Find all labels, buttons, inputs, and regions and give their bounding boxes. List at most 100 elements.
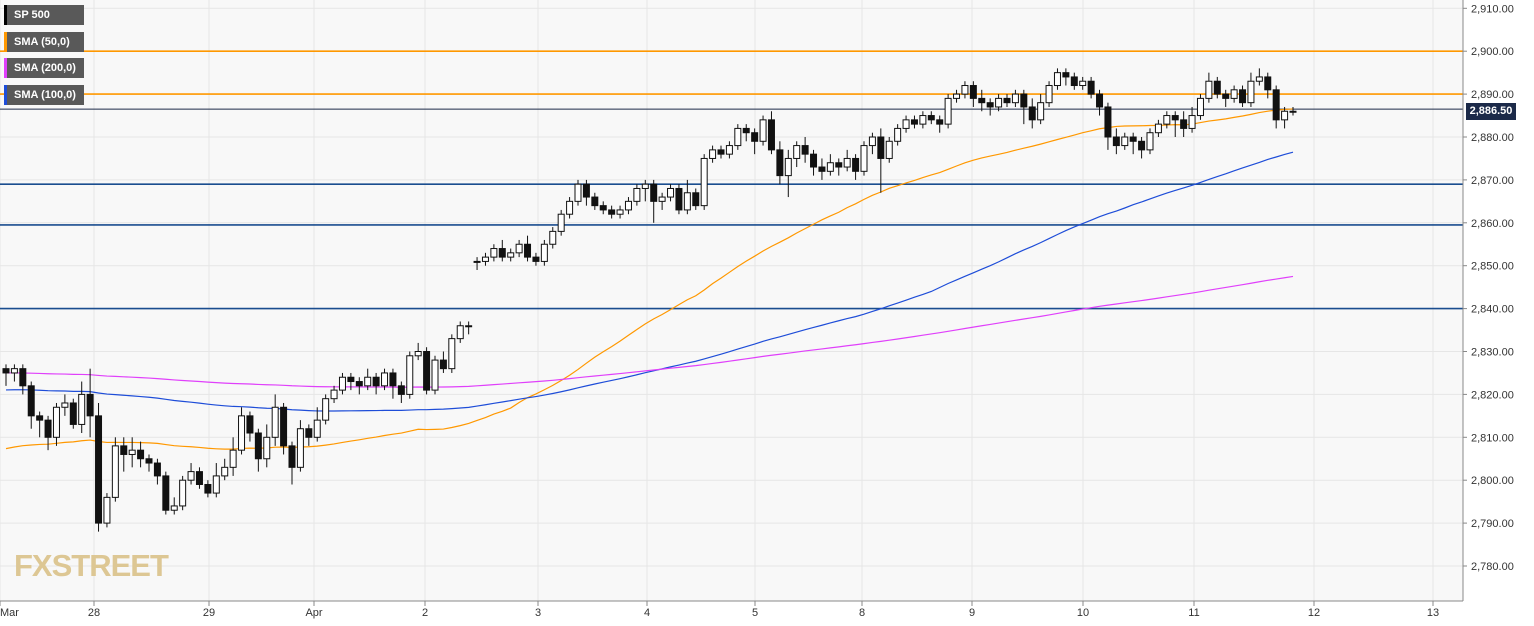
candle-body bbox=[784, 157, 792, 177]
y-tick-label: 2,840.00 bbox=[1471, 304, 1514, 316]
candle-body bbox=[1281, 110, 1289, 121]
sma-100-line bbox=[5, 151, 1294, 412]
legend-label: SMA (100,0) bbox=[14, 88, 76, 101]
sma-50-line bbox=[5, 108, 1294, 450]
x-tick-label: 2 bbox=[422, 607, 428, 619]
candle-body bbox=[751, 132, 759, 142]
candle-body bbox=[498, 248, 506, 258]
candle-body bbox=[296, 428, 304, 468]
candle-body bbox=[69, 402, 77, 425]
candle-body bbox=[423, 351, 431, 391]
candle-body bbox=[658, 196, 666, 202]
candle-body bbox=[1138, 140, 1146, 151]
x-tick-label: 8 bbox=[859, 607, 865, 619]
candle-body bbox=[431, 359, 439, 391]
candle-body bbox=[717, 149, 725, 155]
candle-body bbox=[953, 93, 961, 99]
candle-body bbox=[456, 325, 464, 340]
candle-body bbox=[221, 466, 229, 477]
candle-body bbox=[2, 368, 10, 374]
candle-body bbox=[204, 483, 212, 494]
fxstreet-logo: FXSTREET bbox=[14, 548, 169, 584]
candle-body bbox=[1129, 136, 1137, 142]
x-tick-label: 3 bbox=[535, 607, 541, 619]
candle-body bbox=[927, 115, 935, 121]
candle-body bbox=[381, 372, 389, 387]
candle-body bbox=[860, 145, 868, 172]
candle-body bbox=[338, 376, 346, 391]
candle-body bbox=[826, 162, 834, 172]
candle-body bbox=[591, 196, 599, 207]
candle-body bbox=[238, 415, 246, 451]
y-tick-label: 2,850.00 bbox=[1471, 261, 1514, 273]
sma-200-line bbox=[5, 275, 1294, 388]
candle-body bbox=[355, 381, 363, 387]
candle-body bbox=[364, 376, 372, 387]
candle-body bbox=[835, 162, 843, 168]
candle-body bbox=[229, 449, 237, 468]
candle-body bbox=[1188, 115, 1196, 129]
y-tick-label: 2,880.00 bbox=[1471, 132, 1514, 144]
candle-body bbox=[170, 505, 178, 511]
y-tick-label: 2,870.00 bbox=[1471, 175, 1514, 187]
candle-body bbox=[195, 471, 203, 485]
candle-body bbox=[330, 389, 338, 400]
candle-body bbox=[1062, 72, 1070, 78]
y-tick-label: 2,860.00 bbox=[1471, 218, 1514, 230]
y-tick-label: 2,780.00 bbox=[1471, 561, 1514, 573]
candle-body bbox=[95, 415, 103, 524]
candle-body bbox=[608, 209, 616, 215]
legend-label: SMA (200,0) bbox=[14, 62, 76, 74]
candle-body bbox=[818, 166, 826, 172]
candle-body bbox=[616, 209, 624, 215]
candle-body bbox=[902, 119, 910, 129]
candle-body bbox=[801, 145, 809, 155]
candle-body bbox=[725, 145, 733, 155]
candle-body bbox=[347, 376, 355, 383]
candle-body bbox=[36, 415, 44, 421]
candle-body bbox=[439, 359, 447, 370]
y-tick-label: 2,890.00 bbox=[1471, 89, 1514, 101]
candle-body bbox=[776, 149, 784, 177]
plot-area bbox=[0, 0, 1463, 601]
candle-body bbox=[1087, 80, 1095, 95]
candle-body bbox=[1028, 106, 1036, 121]
candle-body bbox=[759, 119, 767, 142]
candle-body bbox=[481, 256, 489, 262]
candle-body bbox=[305, 428, 313, 438]
candle-body bbox=[61, 402, 69, 408]
candle-body bbox=[515, 243, 523, 254]
candle-body bbox=[1205, 80, 1213, 99]
candle-body bbox=[1104, 106, 1112, 138]
candle-body bbox=[978, 97, 986, 104]
candle-body bbox=[1272, 89, 1280, 121]
candle-body bbox=[44, 419, 52, 438]
legend-item-sma-200: SMA (200,0) bbox=[4, 58, 84, 78]
candle-body bbox=[624, 200, 632, 211]
x-tick-label: 4 bbox=[644, 607, 650, 619]
candle-body bbox=[27, 385, 35, 417]
candle-body bbox=[667, 187, 675, 198]
candle-body bbox=[179, 479, 187, 507]
candle-body bbox=[397, 385, 405, 395]
candle-body bbox=[641, 183, 649, 189]
y-tick-label: 2,800.00 bbox=[1471, 475, 1514, 487]
candle-body bbox=[10, 368, 18, 374]
y-tick-label: 2,830.00 bbox=[1471, 347, 1514, 359]
candle-body bbox=[1011, 93, 1019, 104]
candle-body bbox=[843, 157, 851, 168]
logo-street: STREET bbox=[51, 548, 169, 583]
candle-body bbox=[322, 398, 330, 421]
legend-label: SP 500 bbox=[14, 9, 50, 21]
candle-body bbox=[1222, 93, 1230, 99]
candle-body bbox=[936, 119, 944, 125]
candle-body bbox=[145, 458, 153, 464]
candle-body bbox=[969, 85, 977, 99]
candle-body bbox=[414, 351, 422, 357]
candle-body bbox=[910, 119, 918, 125]
candle-body bbox=[162, 475, 170, 511]
candle-body bbox=[810, 153, 818, 168]
candle-body bbox=[120, 445, 128, 455]
candle-body bbox=[700, 157, 708, 207]
